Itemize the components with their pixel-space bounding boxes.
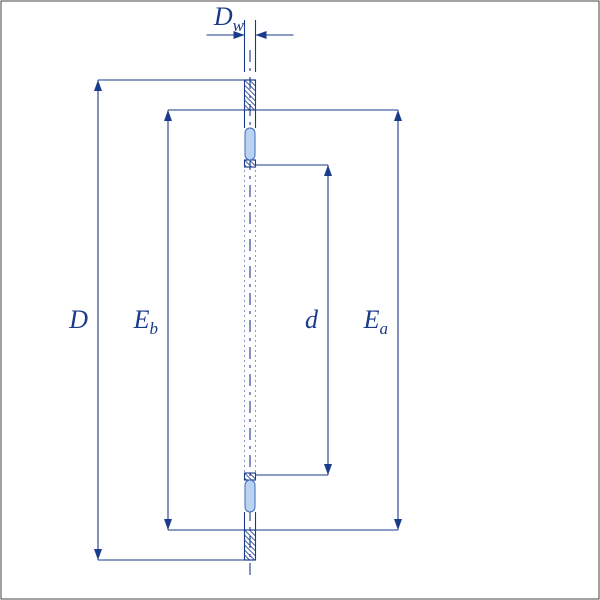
roller-top <box>245 128 255 160</box>
dim-d: d <box>256 165 329 475</box>
roller-bot <box>245 480 255 512</box>
frame <box>1 1 599 599</box>
dim-Dw-label: Dw <box>213 2 245 35</box>
dim-Eb: Eb <box>124 110 245 530</box>
dim-D-label: D <box>68 305 88 334</box>
dim-d-label: d <box>305 305 319 334</box>
bearing-dimension-diagram: DEbdEaDw <box>0 0 600 600</box>
